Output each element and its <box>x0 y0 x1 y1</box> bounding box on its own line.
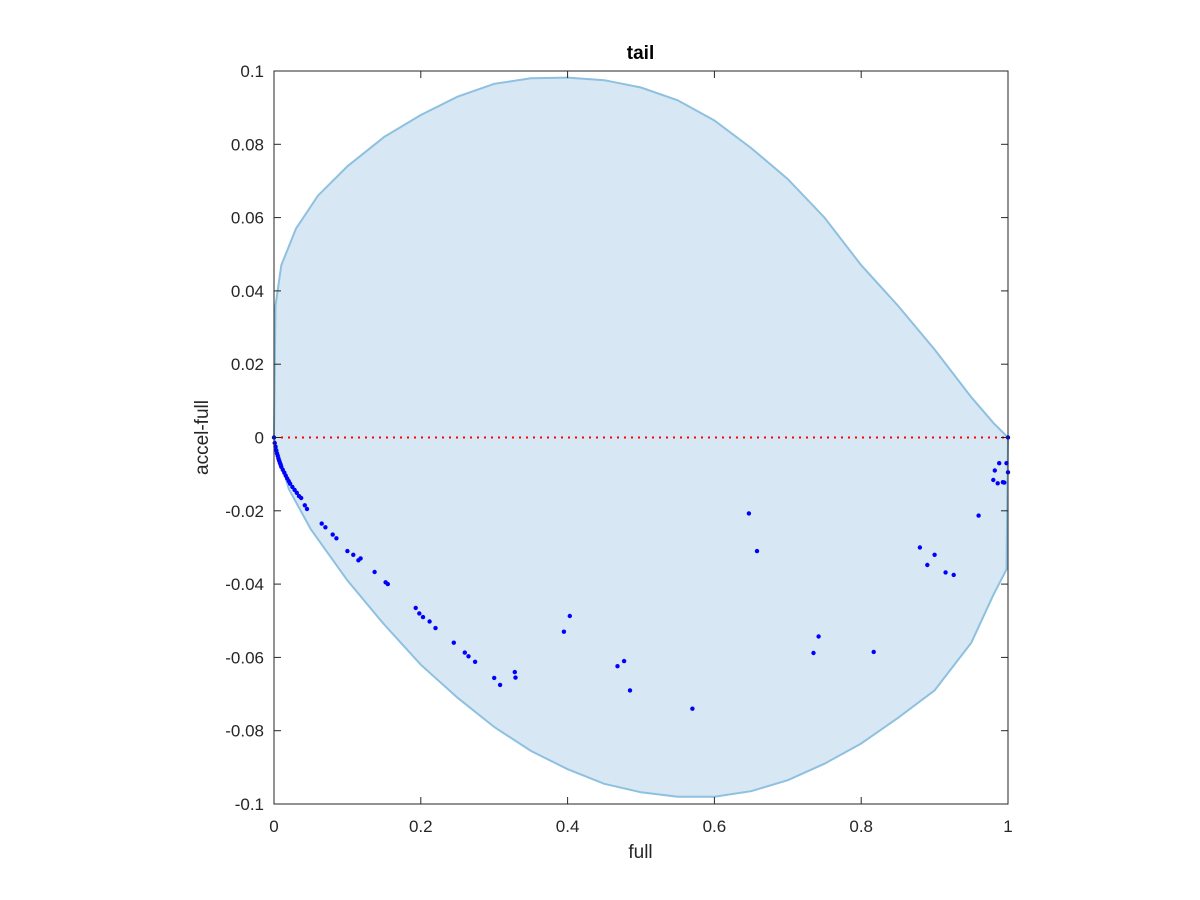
data-point <box>997 461 1002 466</box>
data-point <box>334 536 339 541</box>
chart-title: tail <box>627 43 654 64</box>
data-point <box>299 495 304 501</box>
x-axis-label: full <box>628 842 652 863</box>
data-point <box>746 511 752 516</box>
data-point <box>372 569 377 575</box>
data-point <box>561 629 567 634</box>
data-point <box>690 706 695 711</box>
y-ticks: -0.1 -0.08 -0.06 -0.04 -0.02 0 0.02 0.04 0.06 0.0… <box>225 62 1008 814</box>
data-point <box>451 640 456 645</box>
data-point <box>995 481 1000 486</box>
data-point <box>754 548 760 554</box>
data-point <box>323 525 328 530</box>
data-point <box>472 659 478 664</box>
data-point <box>991 477 996 483</box>
data-point <box>615 664 620 669</box>
y-tick-label: 0.08 <box>231 135 264 154</box>
data-point <box>385 581 390 587</box>
data-point <box>497 682 503 688</box>
data-point <box>871 649 876 655</box>
y-tick-label: -0.02 <box>225 502 264 521</box>
y-tick-label: -0.06 <box>225 648 264 667</box>
data-point <box>816 634 821 639</box>
x-tick-label: 1 <box>1003 817 1012 836</box>
data-point <box>427 619 432 624</box>
data-point <box>351 552 356 557</box>
y-tick-label: 0 <box>255 429 264 448</box>
y-tick-label: -0.1 <box>235 795 264 814</box>
x-ticks: 0 0.2 0.4 0.6 0.8 1 <box>269 71 1013 836</box>
data-point <box>294 490 299 495</box>
data-point <box>302 503 307 508</box>
data-point <box>811 650 816 656</box>
data-point <box>513 675 518 680</box>
x-tick-label: 0.8 <box>849 817 873 836</box>
data-point <box>433 625 438 631</box>
x-tick-label: 0.6 <box>703 817 727 836</box>
y-tick-label: 0.04 <box>231 282 264 301</box>
data-point <box>932 552 937 557</box>
shaded-region <box>274 77 1008 797</box>
data-point <box>272 440 277 446</box>
data-point <box>943 570 948 575</box>
data-point <box>345 548 350 554</box>
y-tick-label: -0.04 <box>225 575 264 594</box>
data-point <box>1002 480 1007 485</box>
data-point <box>413 605 418 611</box>
y-tick-label: 0.06 <box>231 209 264 228</box>
data-point <box>976 513 981 518</box>
data-point <box>925 562 930 568</box>
y-tick-label: 0.02 <box>231 355 264 374</box>
data-points <box>271 435 1011 711</box>
data-point <box>992 468 997 473</box>
x-tick-label: 0.2 <box>409 817 433 836</box>
data-point <box>466 654 471 659</box>
y-tick-label: -0.08 <box>225 722 264 741</box>
data-point <box>304 506 310 512</box>
data-point <box>951 572 956 578</box>
data-point <box>492 675 497 681</box>
x-tick-label: 0 <box>269 817 278 836</box>
data-point <box>621 658 627 664</box>
data-point <box>319 521 324 526</box>
data-point <box>917 545 923 550</box>
data-point <box>567 613 572 619</box>
data-point <box>417 611 422 616</box>
y-tick-label: 0.1 <box>240 62 264 81</box>
data-point <box>627 688 633 693</box>
x-tick-label: 0.4 <box>556 817 580 836</box>
shaded-region-outline <box>272 76 1010 798</box>
data-point <box>330 532 335 537</box>
data-point <box>358 556 363 561</box>
data-point <box>287 481 293 486</box>
data-point <box>462 650 467 655</box>
data-point <box>420 614 426 620</box>
data-point <box>512 669 517 675</box>
y-axis-label: accel-full <box>192 400 213 475</box>
